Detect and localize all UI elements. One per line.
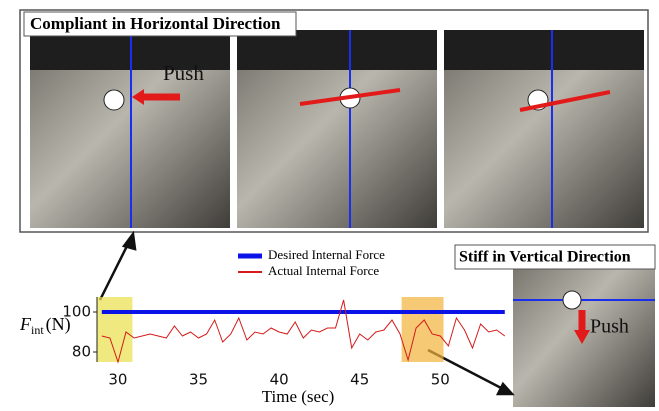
x-tick-label: 40 [270, 371, 289, 389]
photo-1 [30, 30, 230, 228]
y-tick-label: 80 [72, 343, 91, 361]
figure: Compliant in Horizontal Direction Push S… [0, 0, 659, 411]
photo-2 [237, 30, 437, 228]
y-label-unit: (N) [46, 314, 71, 335]
x-tick-label: 45 [350, 371, 369, 389]
panel-title: Compliant in Horizontal Direction [30, 14, 281, 33]
x-tick-label: 50 [431, 371, 450, 389]
y-label-sub: int [31, 323, 44, 337]
y-axis-label: Fint(N) [19, 314, 71, 337]
side-title: Stiff in Vertical Direction [459, 249, 631, 266]
x-tick-label: 35 [189, 371, 208, 389]
photo-3 [444, 30, 644, 228]
push-label: Push [590, 316, 629, 338]
x-tick-label: 30 [108, 371, 127, 389]
x-axis-label: Time (sec) [262, 387, 335, 406]
series-line [102, 300, 505, 362]
push-label: Push [163, 61, 204, 85]
legend-label: Desired Internal Force [268, 247, 385, 262]
legend-label: Actual Internal Force [268, 263, 379, 278]
page: {"chart_data": {"type": "line", "panel_t… [0, 0, 659, 411]
highlight [402, 297, 444, 362]
